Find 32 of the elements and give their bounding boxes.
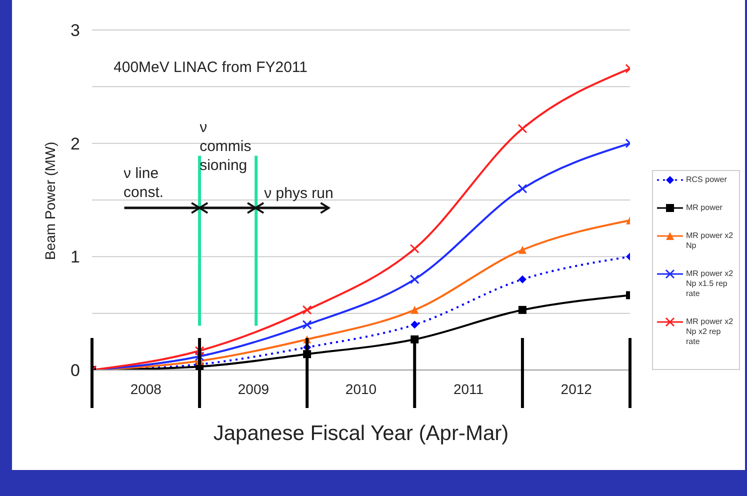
y-tick-label: 3 [70, 21, 80, 40]
annotation: ν phys run [264, 184, 334, 203]
point [410, 320, 419, 329]
y-axis-title: Beam Power (MW) [42, 142, 58, 260]
point [518, 246, 526, 254]
legend-label: MR power x2 Np [686, 231, 734, 251]
point [410, 274, 420, 284]
point [302, 320, 312, 330]
y-tick-label: 0 [70, 361, 80, 380]
x-tick-label: 2012 [560, 381, 592, 397]
x-tick-label: 2008 [130, 381, 162, 397]
y-tick-label: 2 [70, 134, 80, 154]
x-tick-label: 2011 [453, 381, 484, 397]
point [410, 244, 420, 254]
point [302, 305, 312, 315]
point [518, 184, 528, 194]
annotation: 400MeV LINAC from FY2011 [114, 58, 308, 78]
point [410, 306, 419, 314]
legend-label: MR power x2 Np x2 rep rate [686, 317, 734, 347]
point [194, 346, 204, 356]
point [518, 275, 526, 284]
x-tick-label: 2009 [238, 381, 270, 397]
annotation: ν line const. [124, 164, 165, 202]
legend-label: MR power [686, 203, 722, 213]
point [194, 352, 204, 362]
legend-label: MR power x2 Np x1.5 rep rate [686, 269, 734, 299]
y-tick-label: 1 [70, 248, 80, 267]
x-axis-title: Japanese Fiscal Year (Apr-Mar) [213, 422, 509, 445]
legend-label: RCS power [686, 175, 727, 185]
x-tick-label: 2010 [345, 381, 377, 397]
point [518, 306, 526, 314]
point [518, 124, 528, 134]
